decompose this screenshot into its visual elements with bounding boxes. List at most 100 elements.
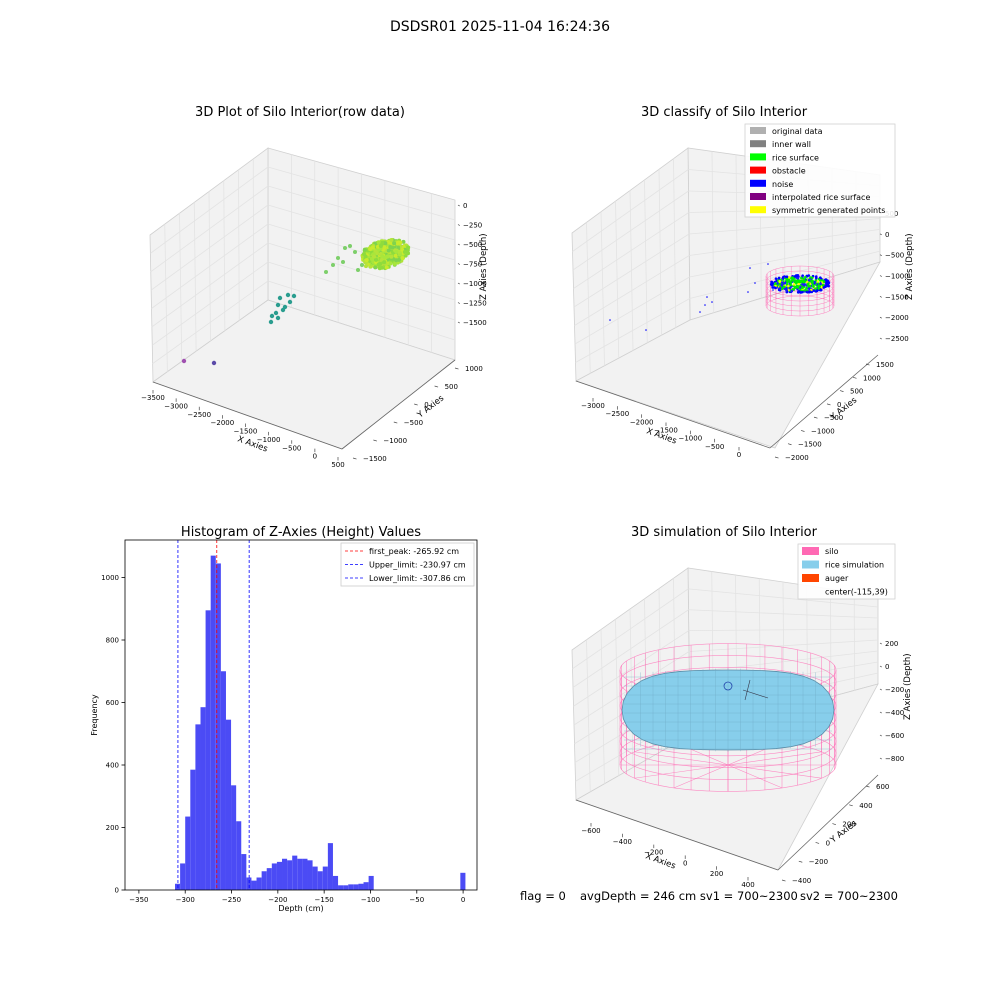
data-point [754,282,756,284]
x-tick-label: −1500 [234,428,258,436]
histogram-bar [328,843,333,890]
data-point [389,238,393,242]
y-tick-label: −500 [404,419,423,427]
data-point [803,278,806,281]
y-tick-label: 400 [859,802,872,810]
data-point [767,263,769,265]
y-tick-label: −200 [809,858,828,866]
y-tick-label: −400 [792,877,811,885]
histogram-bar [369,876,374,890]
x-tick-label: −400 [613,838,632,846]
legend-swatch [802,574,819,582]
data-point [343,246,347,250]
data-point [365,258,369,262]
data-point [789,281,792,284]
legend-label: silo [825,547,839,556]
tick-mark [880,735,882,736]
data-point [820,289,823,292]
data-point [388,261,392,265]
panel-histogram: Histogram of Z-Axies (Height) Values −350… [90,525,477,913]
data-point [819,279,822,282]
data-point [383,246,387,250]
x-tick-label: −3500 [141,394,165,402]
tick-mark [814,417,818,418]
data-point [406,246,410,250]
data-point [377,240,381,244]
data-point [782,276,785,279]
data-point [774,287,777,290]
histogram-bar [226,720,231,890]
data-point [825,278,828,281]
data-point [274,311,278,315]
z-tick-label: 0 [463,202,467,210]
histogram-bar [221,671,226,890]
legend-swatch [750,180,766,187]
data-point [815,277,818,280]
data-point [804,289,807,292]
z-tick-label: −800 [885,755,904,763]
data-point [699,311,701,313]
x-tick-label: −2500 [605,410,629,418]
figure-title: DSDSR01 2025-11-04 16:24:36 [390,19,610,35]
histogram-bar [353,884,358,890]
histogram-bar [272,863,277,890]
data-point [270,314,274,318]
histogram-bar [460,873,465,890]
x-tick-label: −350 [129,896,148,904]
histogram-bar [323,867,328,890]
data-point [609,319,611,321]
histogram-bar [200,707,205,890]
histogram-bar [262,871,267,890]
x-tick-label: 0 [313,453,317,461]
data-point [783,286,786,289]
legend-label: obstacle [772,167,806,176]
flag-text: flag = 0 [520,889,566,903]
y-tick-label: 0 [115,887,119,895]
tick-mark [458,244,460,245]
panel-raw-data-3d: 3D Plot of Silo Interior(row data)−3500−… [141,105,489,469]
data-point [786,275,789,278]
data-point [801,291,804,294]
y-tick-label: 0 [826,839,830,847]
x-tick-label: −200 [268,896,287,904]
data-point [388,245,392,249]
z-tick-label: −400 [885,709,904,717]
tick-mark [775,457,779,458]
data-point [781,283,784,286]
tick-mark [458,264,460,265]
y-tick-label: 1000 [465,365,483,373]
z-axis-label: Z Axies (Depth) [903,653,913,720]
y-tick-label: 600 [106,699,119,707]
data-point [378,266,382,270]
histogram-bar [287,860,292,890]
x-tick-label: −3000 [164,402,188,410]
tick-mark [880,338,882,339]
y-tick-label: 1500 [876,361,894,369]
tick-mark [849,805,853,806]
data-point [286,293,290,297]
avgdepth-text: avgDepth = 246 cm sv1 = 700~2300 [580,889,798,903]
tick-mark [458,283,460,284]
histogram-bar [364,882,369,890]
z-tick-label: −200 [885,686,904,694]
histogram-bar [338,885,343,890]
histogram-bar [246,878,251,891]
tick-mark [880,712,882,713]
y-tick-label: −2000 [785,454,809,462]
data-point [397,258,401,262]
data-point [794,286,797,289]
legend-swatch [750,140,766,147]
histogram-bar [348,884,353,890]
data-point [372,255,376,259]
data-point [362,252,366,256]
legend-swatch [750,206,766,213]
histogram-bar [282,859,287,890]
tick-mark [394,422,398,423]
legend-swatch [750,127,766,134]
tick-mark [840,391,844,392]
histogram-bar [267,868,272,890]
z-axis-label: Z Axies (Depth) [479,233,489,300]
data-point [324,270,328,274]
data-point [749,267,751,269]
data-point [378,262,382,266]
